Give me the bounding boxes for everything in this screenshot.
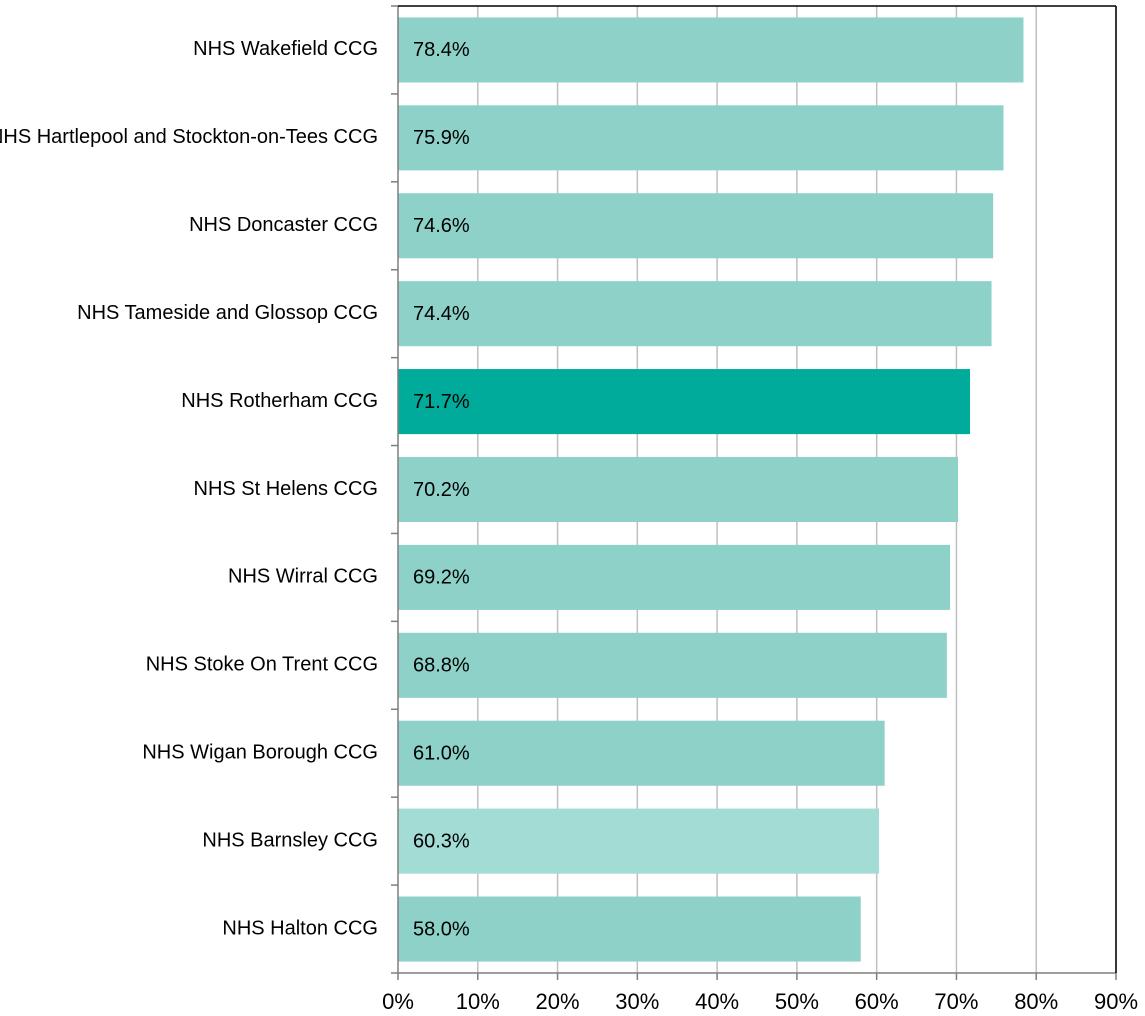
x-tick-label: 80% xyxy=(1014,989,1058,1014)
bar xyxy=(398,193,994,259)
bar xyxy=(398,896,861,962)
bar xyxy=(398,720,885,786)
value-label: 60.3% xyxy=(413,830,470,852)
bar xyxy=(398,369,971,435)
value-label: 70.2% xyxy=(413,479,470,501)
x-tick-label: 30% xyxy=(615,989,659,1014)
y-tick-label: NHS Wirral CCG xyxy=(228,566,378,588)
value-label: 58.0% xyxy=(413,918,470,940)
y-tick-label: NHS Stoke On Trent CCG xyxy=(146,654,378,676)
x-tick-label: 90% xyxy=(1094,989,1138,1014)
y-tick-label: NHS Wakefield CCG xyxy=(193,38,378,60)
x-tick-label: 40% xyxy=(695,989,739,1014)
value-label: 78.4% xyxy=(413,39,470,61)
y-tick-label: NHS Tameside and Glossop CCG xyxy=(77,302,378,324)
bar xyxy=(398,544,951,610)
value-label: 68.8% xyxy=(413,655,470,677)
bar xyxy=(398,281,992,347)
bar xyxy=(398,105,1004,171)
y-tick-label: NHS Barnsley CCG xyxy=(202,829,378,851)
value-label: 71.7% xyxy=(413,391,470,413)
x-tick-label: 10% xyxy=(456,989,500,1014)
x-tick-label: 0% xyxy=(382,989,414,1014)
x-tick-label: 50% xyxy=(775,989,819,1014)
value-label: 75.9% xyxy=(413,127,470,149)
y-tick-label: NHS St Helens CCG xyxy=(194,478,379,500)
y-tick-label: NHS Doncaster CCG xyxy=(189,214,378,236)
value-label: 69.2% xyxy=(413,567,470,589)
value-label: 61.0% xyxy=(413,743,470,765)
bar xyxy=(398,632,947,698)
x-tick-label: 70% xyxy=(934,989,978,1014)
value-label: 74.4% xyxy=(413,303,470,325)
value-label: 74.6% xyxy=(413,215,470,237)
x-tick-label: 60% xyxy=(855,989,899,1014)
y-tick-label: NHS Rotherham CCG xyxy=(181,390,378,412)
bar xyxy=(398,17,1024,83)
bar xyxy=(398,808,880,874)
y-tick-label: NHS Halton CCG xyxy=(222,917,378,939)
y-tick-label: NHS Wigan Borough CCG xyxy=(142,742,378,764)
bar xyxy=(398,456,959,523)
x-tick-label: 20% xyxy=(536,989,580,1014)
y-tick-label: NHS Hartlepool and Stockton-on-Tees CCG xyxy=(0,126,378,148)
